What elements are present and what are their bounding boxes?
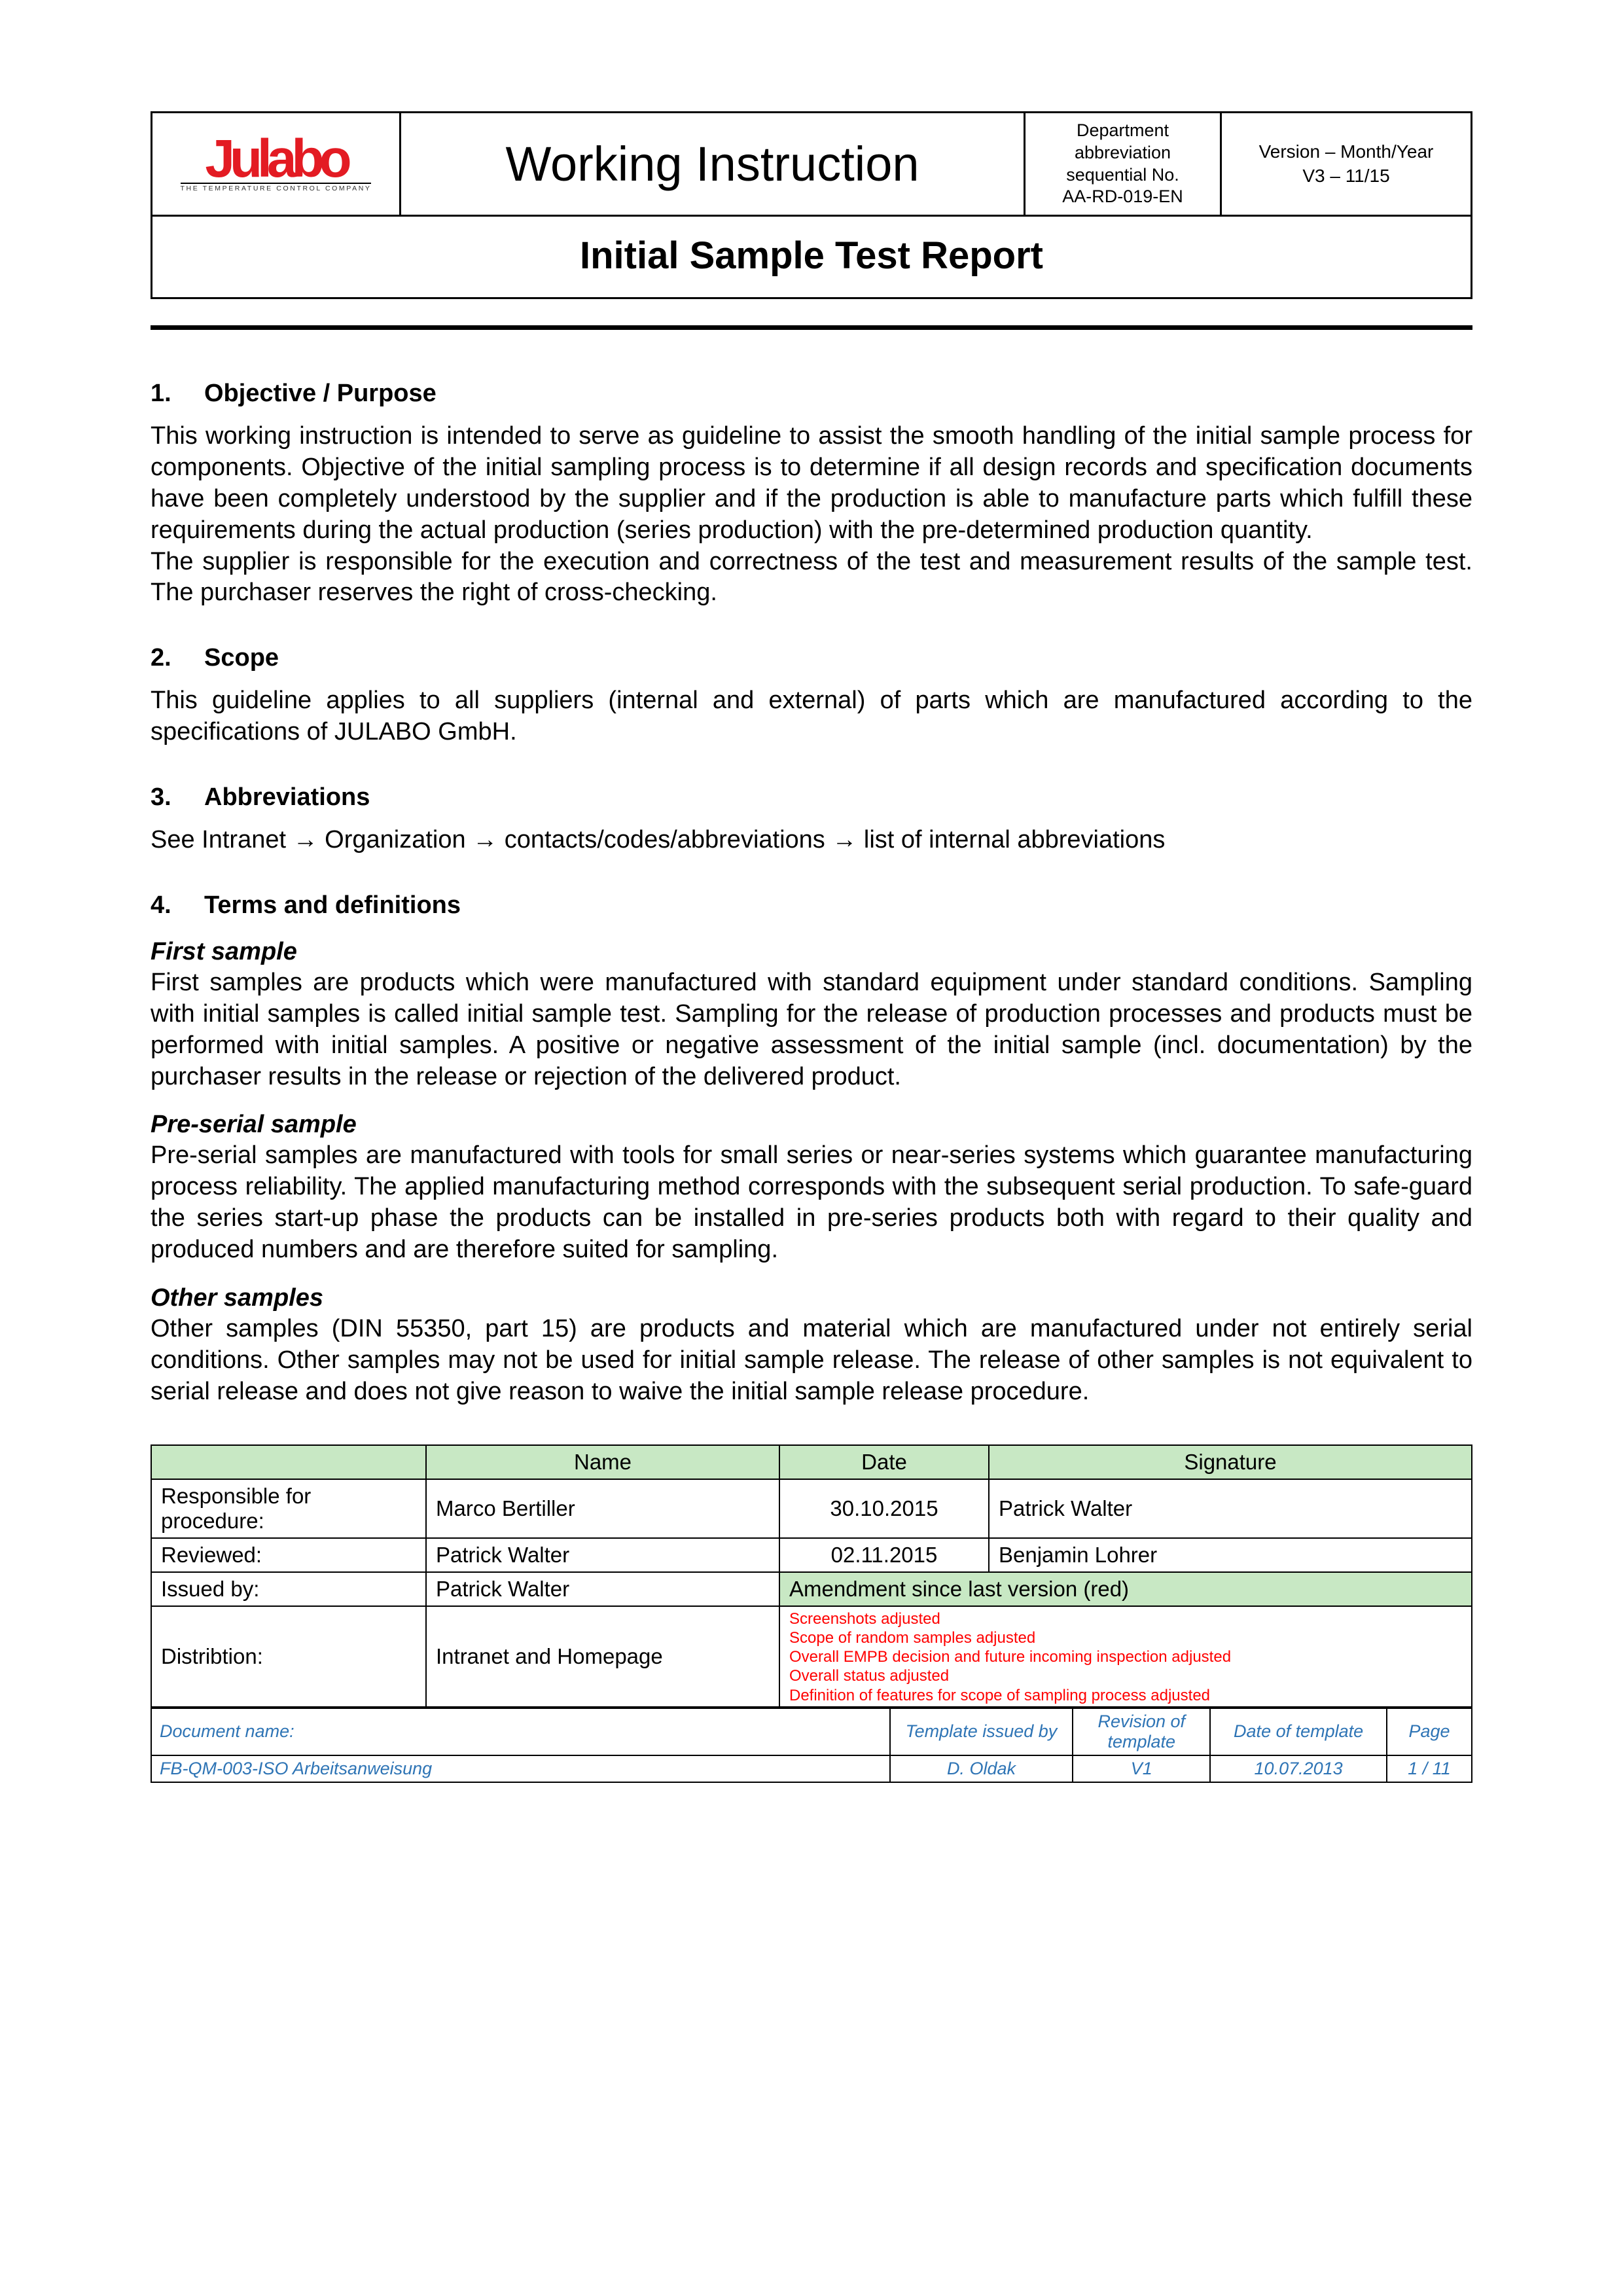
section-number: 4. [151,891,204,920]
section-heading-2: 2. Scope [151,644,1472,672]
amendment-list: Screenshots adjusted Scope of random sam… [789,1609,1462,1705]
amendment-item: Overall EMPB decision and future incomin… [789,1647,1462,1666]
paragraph: First samples are products which were ma… [151,967,1472,1093]
section-heading-3: 3. Abbreviations [151,783,1472,812]
table-row: FB-QM-003-ISO Arbeitsanweisung D. Oldak … [151,1755,1472,1782]
table-cell: 02.11.2015 [779,1538,989,1572]
dept-line: Department [1077,120,1169,142]
amendment-item: Overall status adjusted [789,1666,1462,1685]
document-type-title: Working Instruction [401,113,1026,215]
table-cell: Patrick Walter [426,1538,779,1572]
paragraph: Other samples (DIN 55350, part 15) are p… [151,1314,1472,1408]
section-title: Abbreviations [204,783,370,812]
template-footer-table: Document name: Template issued by Revisi… [151,1708,1472,1783]
table-header-row: Name Date Signature [151,1445,1472,1479]
amendment-header-cell: Amendment since last version (red) [779,1572,1472,1606]
header-rule [151,325,1472,330]
section-heading-4: 4. Terms and definitions [151,891,1472,920]
section-heading-1: 1. Objective / Purpose [151,380,1472,408]
table-cell: Distribtion: [151,1606,426,1707]
revision-label: Revision of template [1073,1708,1210,1755]
logo-cell: Julabo THE TEMPERATURE CONTROL COMPANY [152,113,401,215]
logo-text: Julabo [205,129,346,188]
logo-tagline: THE TEMPERATURE CONTROL COMPANY [181,183,372,192]
report-title: Initial Sample Test Report [152,217,1471,297]
table-cell: Marco Bertiller [426,1479,779,1538]
document-body: 1. Objective / Purpose This working inst… [151,380,1472,1408]
date-of-template-value: 10.07.2013 [1210,1755,1387,1782]
paragraph: This guideline applies to all suppliers … [151,685,1472,748]
table-row: Reviewed: Patrick Walter 02.11.2015 Benj… [151,1538,1472,1572]
table-cell: Reviewed: [151,1538,426,1572]
table-cell: Benjamin Lohrer [989,1538,1472,1572]
section-title: Terms and definitions [204,891,461,920]
amendment-list-cell: Screenshots adjusted Scope of random sam… [779,1606,1472,1707]
issued-by-value: D. Oldak [890,1755,1073,1782]
docname-value: FB-QM-003-ISO Arbeitsanweisung [151,1755,890,1782]
subheading-preserial: Pre-serial sample [151,1111,1472,1139]
dept-line: sequential No. [1066,164,1179,187]
table-row: Document name: Template issued by Revisi… [151,1708,1472,1755]
table-cell: Patrick Walter [426,1572,779,1606]
table-header-cell: Name [426,1445,779,1479]
page-label: Page [1387,1708,1472,1755]
table-header-cell [151,1445,426,1479]
amendment-item: Scope of random samples adjusted [789,1628,1462,1647]
amendment-item: Definition of features for scope of samp… [789,1686,1462,1705]
dept-code: AA-RD-019-EN [1062,186,1183,208]
docname-label: Document name: [151,1708,890,1755]
table-row: Responsible for procedure: Marco Bertill… [151,1479,1472,1538]
table-cell: Patrick Walter [989,1479,1472,1538]
date-of-template-label: Date of template [1210,1708,1387,1755]
version-label: Version – Month/Year [1259,140,1434,164]
section-title: Scope [204,644,279,672]
table-row: Issued by: Patrick Walter Amendment sinc… [151,1572,1472,1606]
section-number: 3. [151,783,204,812]
table-header-cell: Signature [989,1445,1472,1479]
paragraph: The supplier is responsible for the exec… [151,547,1472,609]
issued-by-label: Template issued by [890,1708,1073,1755]
paragraph: See Intranet → Organization → contacts/c… [151,825,1472,856]
header-top-row: Julabo THE TEMPERATURE CONTROL COMPANY W… [152,113,1471,217]
section-number: 2. [151,644,204,672]
section-title: Objective / Purpose [204,380,437,408]
table-cell: 30.10.2015 [779,1479,989,1538]
page-value: 1 / 11 [1387,1755,1472,1782]
paragraph: This working instruction is intended to … [151,421,1472,547]
document-header: Julabo THE TEMPERATURE CONTROL COMPANY W… [151,111,1472,299]
table-row: Distribtion: Intranet and Homepage Scree… [151,1606,1472,1707]
dept-line: abbreviation [1075,142,1171,164]
table-cell: Issued by: [151,1572,426,1606]
amendment-item: Screenshots adjusted [789,1609,1462,1628]
paragraph: Pre-serial samples are manufactured with… [151,1140,1472,1266]
section-number: 1. [151,380,204,408]
table-cell: Intranet and Homepage [426,1606,779,1707]
subheading-other: Other samples [151,1284,1472,1312]
version-value: V3 – 11/15 [1302,164,1389,188]
version-cell: Version – Month/Year V3 – 11/15 [1222,113,1471,215]
table-header-cell: Date [779,1445,989,1479]
table-cell: Responsible for procedure: [151,1479,426,1538]
subheading-first-sample: First sample [151,938,1472,966]
approval-table: Name Date Signature Responsible for proc… [151,1444,1472,1708]
company-logo: Julabo THE TEMPERATURE CONTROL COMPANY [181,136,372,192]
revision-value: V1 [1073,1755,1210,1782]
department-cell: Department abbreviation sequential No. A… [1026,113,1222,215]
